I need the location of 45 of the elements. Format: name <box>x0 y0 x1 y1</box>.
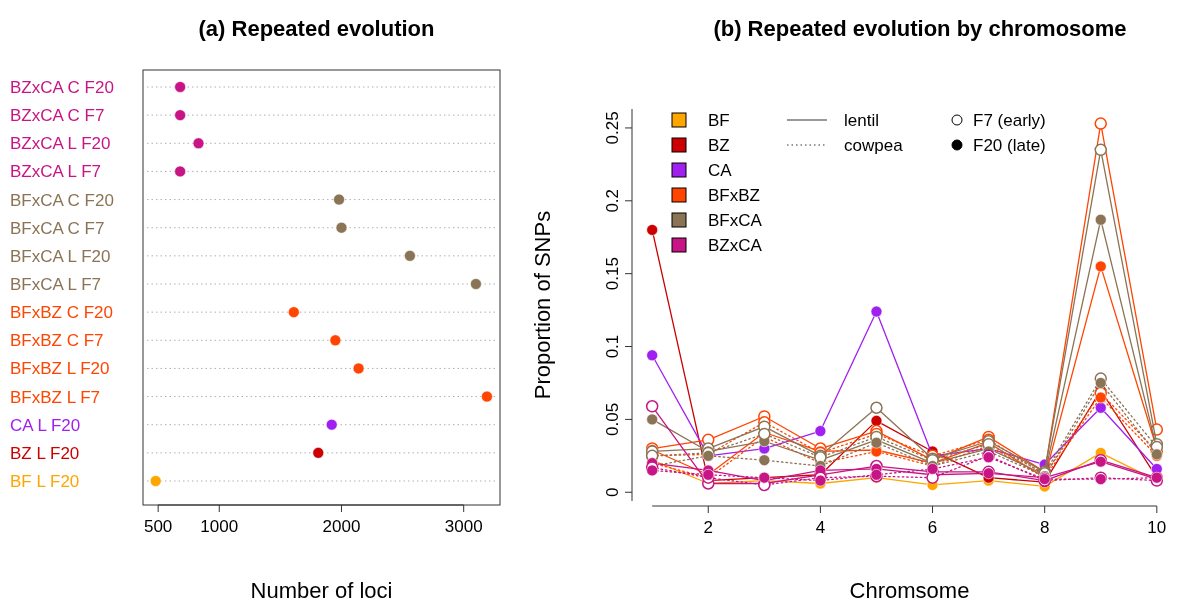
legend-label: CA <box>708 161 733 180</box>
legend-label: BF <box>708 111 730 130</box>
y-tick-label: BFxCA C F7 <box>10 218 105 238</box>
y-tick-label: BZxCA L F7 <box>10 162 102 182</box>
annotation: F20 (late) <box>973 136 1046 155</box>
y-tick-label: BFxBZ C F7 <box>10 331 104 351</box>
x-axis-title: Number of loci <box>250 578 393 603</box>
y-tick-label: BZxCA C F20 <box>10 78 114 97</box>
x-tick-label: 2 <box>703 518 713 537</box>
y-axis-title: Proportion of SNPs <box>530 210 555 400</box>
y-tick-label: BFxCA L F7 <box>10 275 102 294</box>
y-tick-label: 0.2 <box>603 188 622 213</box>
legend-label: BZ <box>708 136 730 155</box>
y-tick-label: 0.15 <box>603 257 622 291</box>
chart-title: (b) Repeated evolution by chromosome <box>713 16 1127 41</box>
x-tick-label: 8 <box>1039 518 1050 537</box>
x-tick-label: 4 <box>815 518 826 537</box>
y-tick-label: 0 <box>603 487 622 497</box>
y-tick-label: CA L F20 <box>10 415 81 435</box>
y-tick-label: BFxBZ C F20 <box>10 303 113 323</box>
x-tick-label: 6 <box>927 518 938 537</box>
annotation: lentil <box>844 111 879 130</box>
y-tick-label: 0.25 <box>603 111 622 145</box>
x-tick-label: 2000 <box>322 517 361 536</box>
y-tick-label: BFxBZ L F7 <box>10 387 101 407</box>
x-tick-label: 1000 <box>200 517 239 536</box>
y-tick-label: BF L F20 <box>10 472 80 491</box>
y-tick-label: BZxCA C F7 <box>10 106 105 126</box>
x-tick-label: 10 <box>1147 518 1167 537</box>
y-tick-label: 0.05 <box>603 402 622 436</box>
y-tick-label: BFxBZ L F20 <box>10 359 110 379</box>
x-tick-label: 500 <box>143 517 173 536</box>
y-tick-label: BZ L F20 <box>10 443 80 463</box>
y-tick-label: BFxCA L F20 <box>10 246 111 266</box>
x-axis-title: Chromsome <box>849 578 970 603</box>
chart-title: (a) Repeated evolution <box>198 16 435 41</box>
legend-label: BFxBZ <box>708 186 760 205</box>
y-tick-label: 0.1 <box>603 334 622 359</box>
annotation: F7 (early) <box>973 111 1046 130</box>
legend-label: BZxCA <box>708 236 763 255</box>
annotation: cowpea <box>844 136 904 155</box>
legend-label: BFxCA <box>708 211 763 230</box>
y-tick-label: BFxCA C F20 <box>10 190 114 210</box>
y-tick-label: BZxCA L F20 <box>10 134 111 154</box>
x-tick-label: 3000 <box>444 517 483 536</box>
